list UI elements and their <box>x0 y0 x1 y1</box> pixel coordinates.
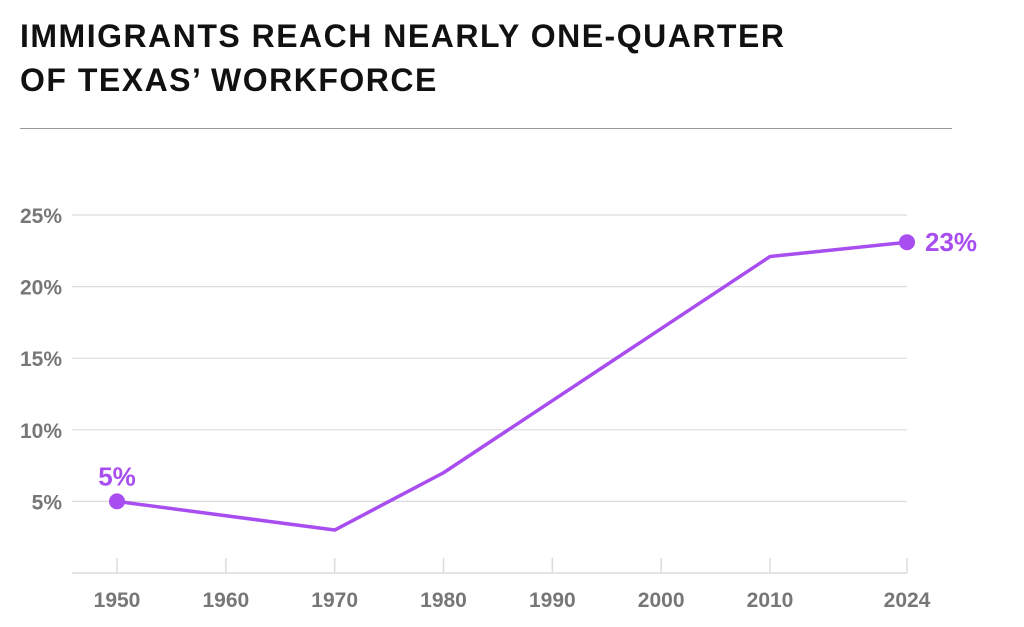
chart-title: IMMIGRANTS REACH NEARLY ONE-QUARTER OF T… <box>20 14 785 102</box>
series-line <box>116 240 908 532</box>
x-tick-label: 2024 <box>884 589 931 612</box>
x-tick-label: 1960 <box>202 589 249 612</box>
y-tick-label: 5% <box>32 491 63 514</box>
title-divider <box>20 128 952 129</box>
x-tick-label: 1970 <box>311 589 358 612</box>
chart-title-line-1: IMMIGRANTS REACH NEARLY ONE-QUARTER <box>20 18 786 54</box>
x-tick-label: 1990 <box>529 589 576 612</box>
chart-title-line-2: OF TEXAS’ WORKFORCE <box>20 62 438 98</box>
x-tick-label: 2010 <box>747 589 794 612</box>
data-point-marker <box>109 493 125 510</box>
y-tick-label: 15% <box>20 348 62 371</box>
y-tick-label: 10% <box>20 420 62 443</box>
x-tick-label: 1950 <box>94 589 141 612</box>
y-tick-label: 20% <box>20 277 62 300</box>
y-tick-label: 25% <box>20 205 62 228</box>
data-label: 23% <box>925 227 977 257</box>
x-tick-label: 2000 <box>638 589 685 612</box>
data-point-marker <box>899 234 915 251</box>
x-tick-label: 1980 <box>420 589 467 612</box>
data-label: 5% <box>98 461 136 491</box>
